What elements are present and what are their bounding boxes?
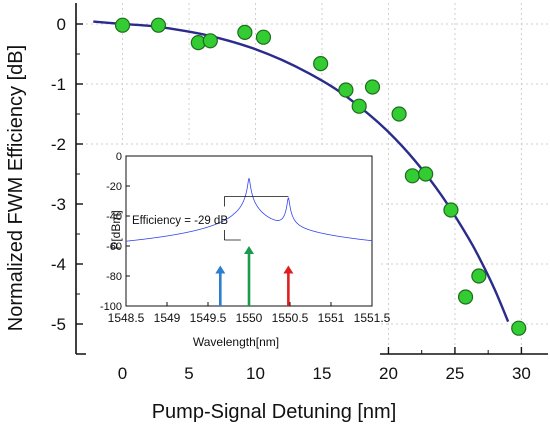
data-point <box>150 17 167 33</box>
main-y-tick-label: -1 <box>51 75 66 94</box>
main-y-tick-label: -4 <box>51 255 66 274</box>
inset-chart: 1548.5 1549 1549.5 1550 1550.5 1551 1551.5 0 -20… <box>86 148 391 358</box>
main-y-tick-label: -3 <box>51 195 66 214</box>
main-x-tick-label: 5 <box>184 364 193 383</box>
inset-background <box>86 148 380 358</box>
data-point <box>391 106 407 122</box>
inset-annotation-group <box>223 196 289 241</box>
data-point <box>114 17 131 33</box>
inset-x-tick-label: 1548.5 <box>108 311 145 325</box>
main-tick-labels: 0 5 10 15 20 25 30 0 -1 -2 -3 -4 -5 <box>51 15 531 383</box>
data-point <box>404 168 420 184</box>
wavelength-arrow-head <box>215 265 226 274</box>
main-y-tick-label: -2 <box>51 135 66 154</box>
inset-x-tick-label: 1549.5 <box>190 311 227 325</box>
fit-curve-line <box>93 20 510 323</box>
main-x-tick-label: 0 <box>118 364 127 383</box>
spectrum-line <box>125 177 373 242</box>
data-point <box>418 166 434 182</box>
main-y-axis-label: Normalized FWM Efficiency [dB] <box>5 45 27 331</box>
inset-spectrum-trace <box>125 177 373 242</box>
main-x-tick-label: 25 <box>445 364 464 383</box>
main-x-tick-label: 15 <box>313 364 332 383</box>
inset-y-tick-label: -40 <box>106 211 122 223</box>
efficiency-annotation: Efficiency = -29 dB <box>132 215 228 227</box>
main-x-axis-label: Pump-Signal Detuning [nm] <box>152 401 397 423</box>
inset-x-tick-label: 1551 <box>318 311 345 325</box>
main-y-tick-label: -5 <box>51 315 66 334</box>
data-point <box>313 55 329 72</box>
inset-y-axis-label: P[dBm] <box>109 210 123 249</box>
inset-y-tick-label: -20 <box>106 181 122 193</box>
data-point <box>338 82 354 98</box>
main-x-tick-label: 30 <box>512 364 531 383</box>
data-point <box>457 289 474 305</box>
data-point <box>237 24 253 41</box>
data-point <box>364 79 381 95</box>
main-y-tick-label: 0 <box>57 15 66 34</box>
data-point <box>202 33 218 49</box>
inset-tick-labels: 1548.5 1549 1549.5 1550 1550.5 1551 1551.5 0 -20… <box>100 151 391 325</box>
data-point <box>511 320 527 336</box>
inset-x-tick-label: 1549 <box>154 311 181 325</box>
inset-y-tick-label: -80 <box>106 271 122 283</box>
main-x-tick-label: 20 <box>379 364 398 383</box>
inset-y-tick-label: -100 <box>100 301 122 313</box>
inset-x-tick-label: 1550 <box>236 311 263 325</box>
data-point <box>351 98 367 114</box>
inset-x-tick-label: 1551.5 <box>354 311 391 325</box>
data-point <box>471 268 487 284</box>
wavelength-arrow-head <box>244 246 254 254</box>
inset-x-tick-label: 1550.5 <box>272 311 309 325</box>
inset-x-axis-label: Wavelength[nm] <box>193 335 279 349</box>
main-x-tick-label: 10 <box>246 364 265 383</box>
wavelength-arrow-head <box>283 265 294 274</box>
main-fit-curve <box>93 20 510 323</box>
inset-arrows <box>215 246 294 306</box>
inset-y-tick-label: 0 <box>116 151 122 163</box>
inset-y-tick-label: -60 <box>106 241 122 253</box>
data-point <box>443 202 459 218</box>
main-data-points <box>114 17 527 336</box>
data-point <box>255 29 272 45</box>
